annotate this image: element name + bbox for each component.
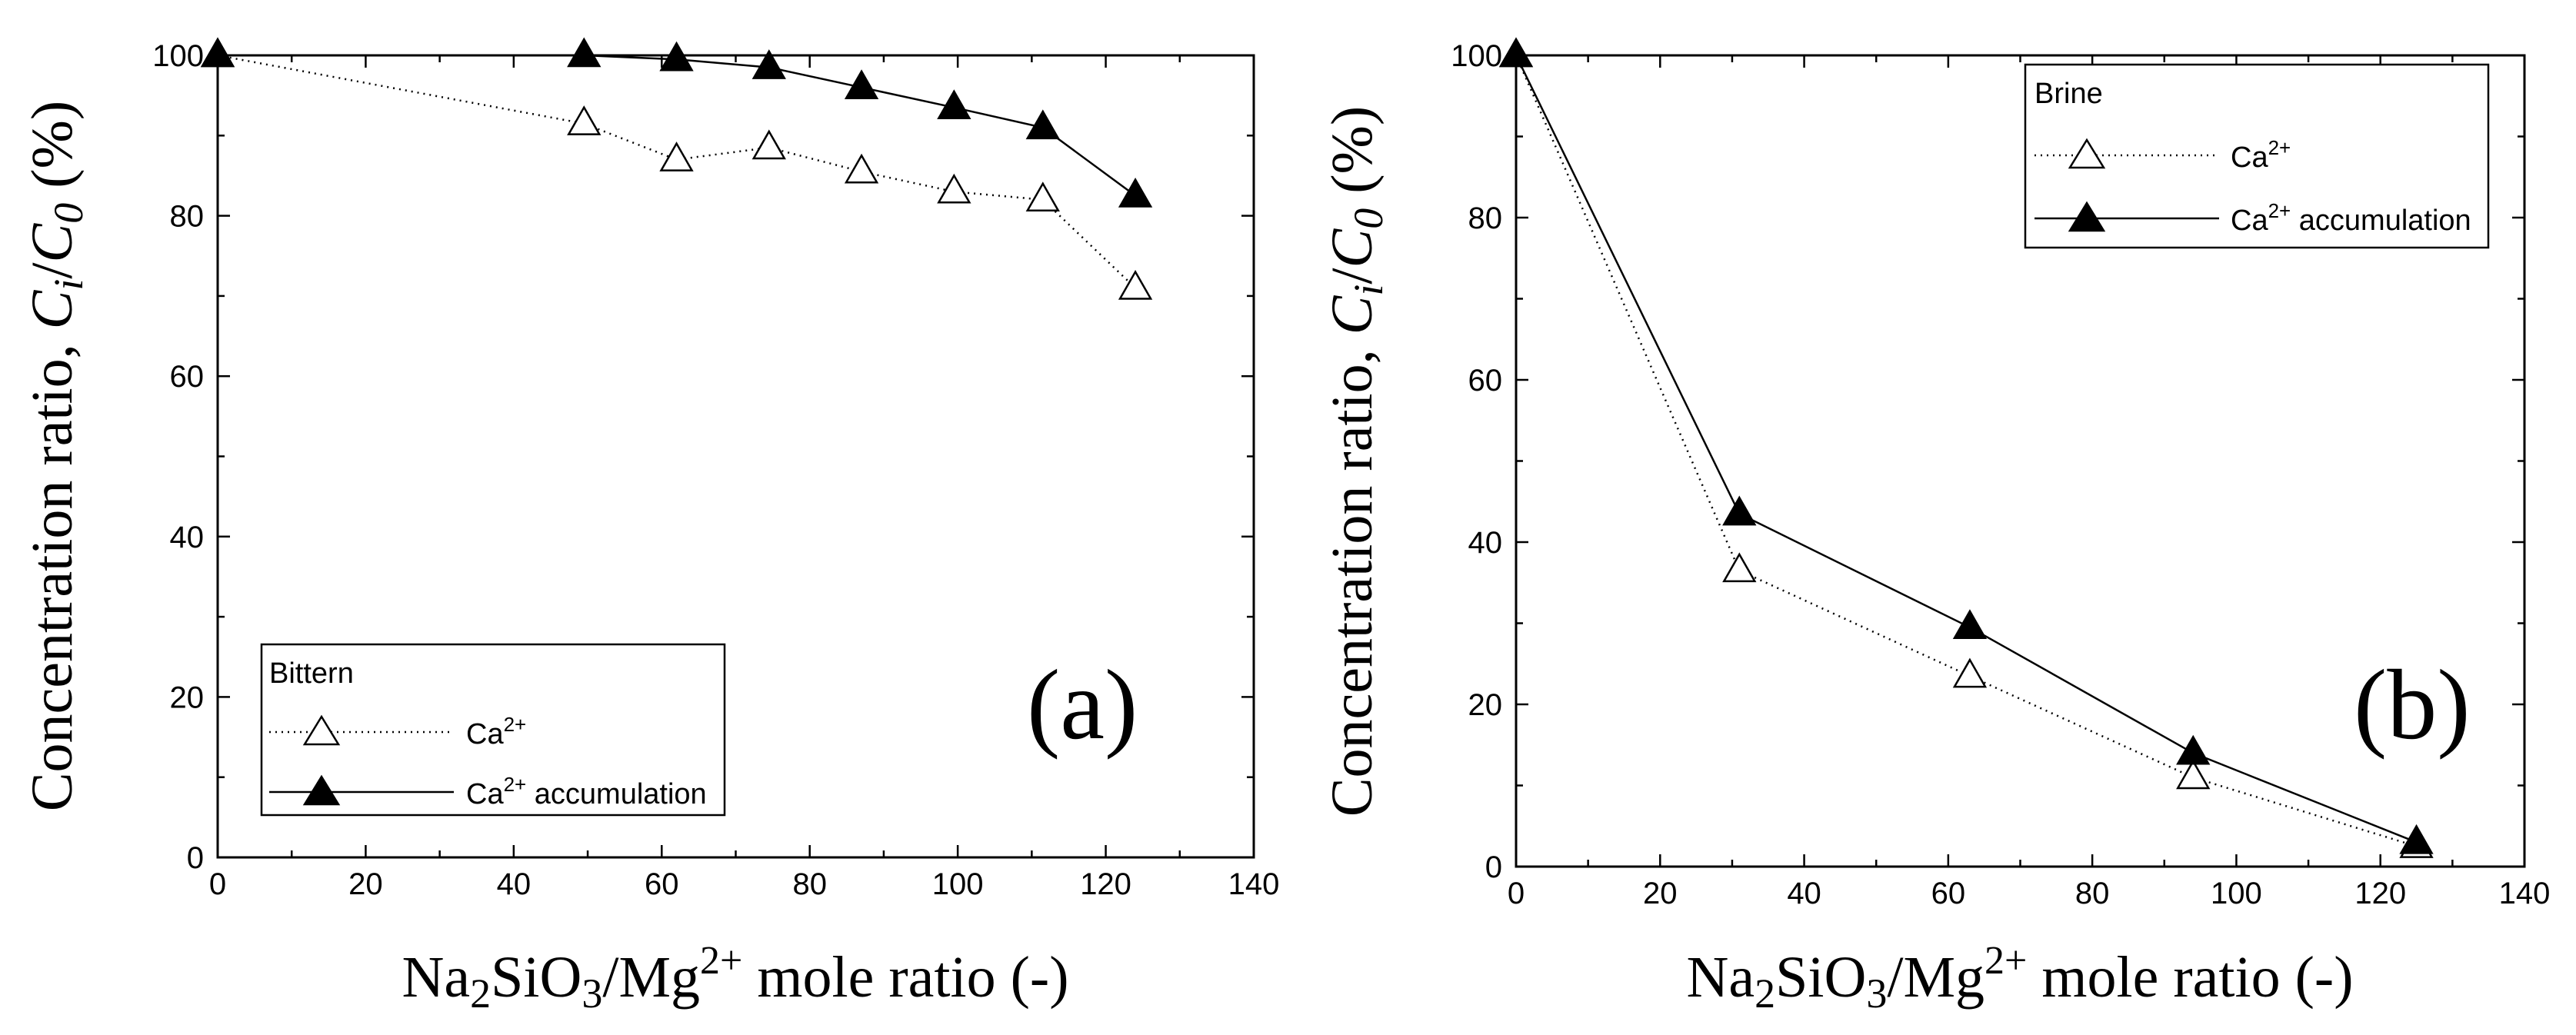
- legend-label-ca-accumulation: Ca2+ accumulation: [2231, 199, 2471, 237]
- data-point-ca: [844, 153, 879, 184]
- x-tick-labels: 0 20 40 60 80 100 120 140: [1508, 877, 2551, 910]
- x-tick-label: 0: [209, 867, 226, 901]
- data-point-ca-accumulation: [659, 41, 694, 72]
- legend-marker-ca-accumulation: [2068, 201, 2106, 232]
- legend-title: Bittern: [269, 657, 354, 690]
- series-layer: [200, 37, 1153, 300]
- legend-label-ca: Ca2+: [466, 713, 526, 750]
- legend-marker-ca: [302, 714, 341, 746]
- data-point-ca-accumulation: [937, 89, 971, 120]
- y-tick-label: 20: [1468, 688, 1503, 722]
- x-tick-label: 80: [2075, 877, 2110, 910]
- data-point-ca-accumulation: [2176, 734, 2211, 765]
- data-point-ca-accumulation: [1118, 178, 1153, 208]
- x-tick-label: 40: [1787, 877, 1821, 910]
- y-tick-label: 40: [1468, 526, 1503, 560]
- y-tick-label: 80: [1468, 201, 1503, 235]
- y-tick-label: 100: [152, 39, 204, 73]
- x-axis-label: Na2SiO3/Mg2+ mole ratio (-): [402, 939, 1068, 1017]
- y-tick-label: 60: [170, 360, 205, 394]
- y-tick-marks: [218, 54, 1254, 859]
- x-tick-label: 20: [348, 867, 383, 901]
- x-tick-label: 120: [2354, 877, 2406, 910]
- series-line-ca: [217, 54, 1136, 289]
- y-tick-label: 0: [187, 841, 204, 875]
- data-point-ca: [751, 129, 786, 160]
- legend-label-ca: Ca2+: [2231, 136, 2291, 174]
- y-tick-label: 20: [170, 681, 205, 714]
- panel-label: (b): [2354, 650, 2471, 760]
- y-tick-label: 40: [170, 521, 205, 554]
- data-point-ca: [1118, 269, 1153, 300]
- data-point-ca-accumulation: [200, 37, 235, 68]
- data-point-ca: [937, 173, 971, 204]
- data-point-ca-accumulation: [751, 49, 786, 79]
- x-tick-label: 60: [1931, 877, 1966, 910]
- y-tick-label: 0: [1485, 850, 1502, 884]
- data-point-ca-accumulation: [1025, 109, 1060, 140]
- x-tick-label: 40: [497, 867, 532, 901]
- legend-marker-ca: [2068, 138, 2106, 169]
- data-point-ca: [1952, 657, 1988, 688]
- legend-title: Brine: [2034, 78, 2103, 110]
- data-point-ca-accumulation: [844, 69, 879, 99]
- legend: Bittern Ca2+ Ca2+ accumulation: [260, 643, 726, 817]
- legend: Brine Ca2+ Ca2+ accumulation: [2024, 63, 2490, 249]
- y-axis-label: Concentration ratio, Ci/C0 (%): [1320, 106, 1391, 817]
- data-point-ca-accumulation: [1952, 609, 1988, 640]
- legend-label-ca-accumulation: Ca2+ accumulation: [466, 773, 707, 810]
- data-point-ca-accumulation: [1722, 495, 1757, 526]
- x-axis-label: Na2SiO3/Mg2+ mole ratio (-): [1686, 939, 2353, 1017]
- x-tick-label: 140: [1228, 867, 1280, 901]
- legend-marker-ca-accumulation: [302, 774, 341, 806]
- y-tick-label: 80: [170, 200, 205, 234]
- x-tick-label: 60: [645, 867, 679, 901]
- x-tick-label: 0: [1508, 877, 1525, 910]
- x-tick-label: 100: [932, 867, 984, 901]
- x-tick-labels: 0 20 40 60 80 100 120 140: [209, 867, 1280, 901]
- series-line-ca-accumulation: [218, 54, 1136, 197]
- y-axis-label: Concentration ratio, Ci/C0 (%): [20, 101, 92, 811]
- data-point-ca: [1722, 552, 1757, 583]
- panel-label: (a): [1027, 650, 1138, 760]
- y-tick-labels: 0 20 40 60 80 100: [152, 39, 204, 875]
- data-point-ca: [2176, 759, 2211, 790]
- x-tick-label: 80: [792, 867, 827, 901]
- y-tick-label: 60: [1468, 364, 1503, 398]
- x-tick-label: 20: [1643, 877, 1678, 910]
- series-layer: [1498, 37, 2434, 858]
- chart-panel-a: 0 20 40 60 80 100 120 140 0 20 40 60 80 100 (a) Bitt…: [20, 37, 1280, 1017]
- chart-panel-b: 0 20 40 60 80 100 120 140 0 20 40 60 80 100 (b) Brin…: [1320, 37, 2551, 1017]
- data-point-ca: [567, 105, 602, 135]
- x-tick-label: 120: [1080, 867, 1131, 901]
- x-tick-label: 100: [2211, 877, 2262, 910]
- data-point-ca-accumulation: [1498, 37, 1534, 68]
- data-point-ca-accumulation: [567, 37, 602, 68]
- x-tick-label: 140: [2499, 877, 2551, 910]
- data-point-ca: [1025, 181, 1060, 211]
- y-tick-label: 100: [1451, 39, 1502, 73]
- data-point-ca-accumulation: [2399, 824, 2434, 854]
- y-tick-labels: 0 20 40 60 80 100: [1451, 39, 1502, 884]
- legend-box: [260, 643, 726, 817]
- data-point-ca: [659, 141, 694, 171]
